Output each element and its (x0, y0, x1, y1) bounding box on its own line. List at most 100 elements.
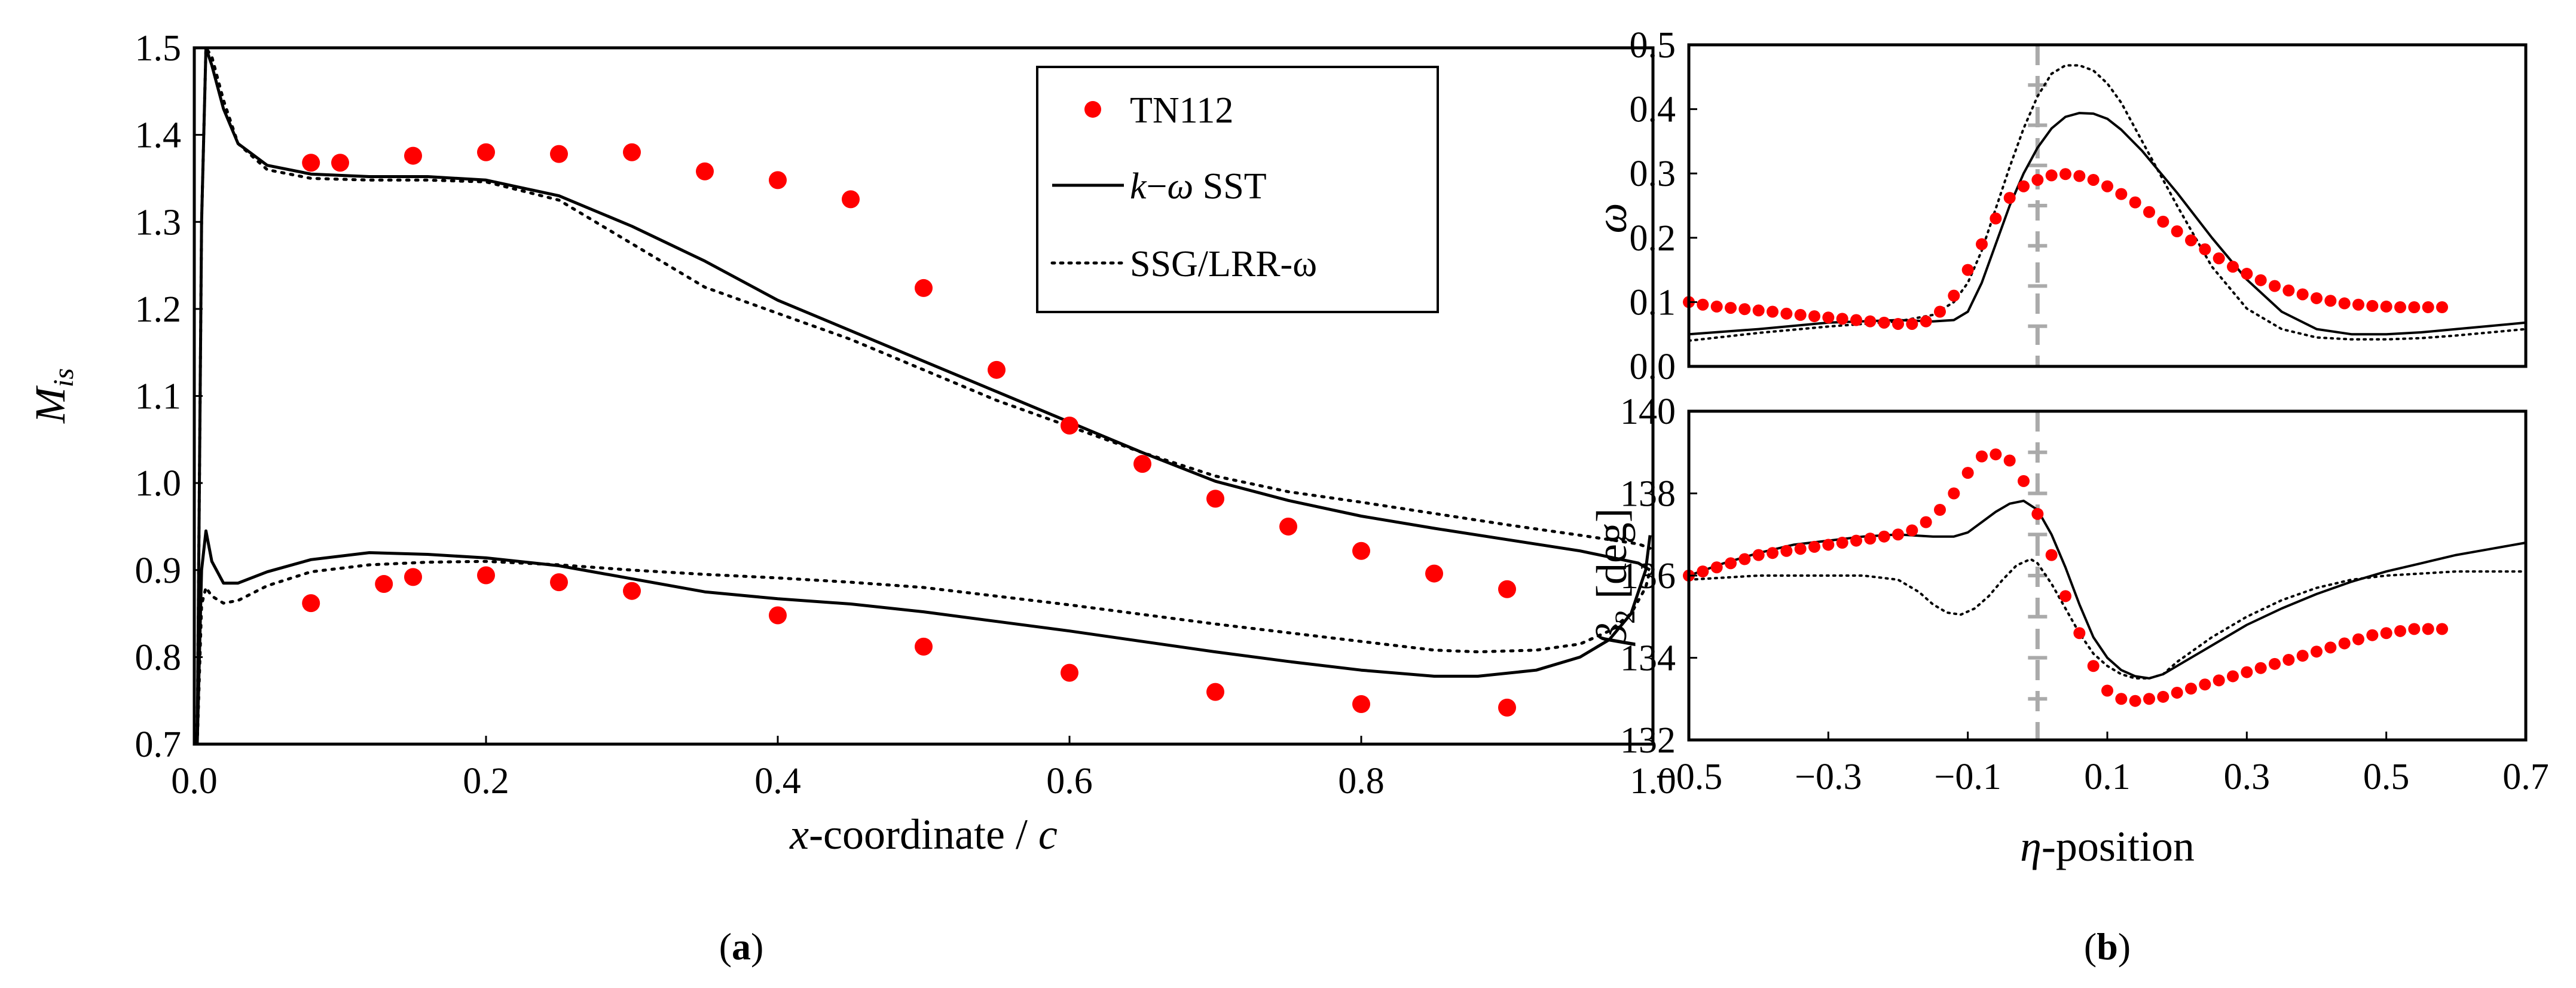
series-line-k-omega-sst-upper (195, 46, 1651, 745)
panel-b-top-y-axis-title: ω (1588, 203, 1636, 234)
data-point-tn112 (2143, 206, 2155, 218)
data-point-tn112 (1752, 304, 1765, 317)
y-tick-label: 1.5 (135, 28, 182, 69)
panel-b-top-ylabel: ω (1588, 203, 1636, 234)
data-point-tn112 (1892, 317, 1904, 330)
data-point-tn112 (1920, 315, 1932, 328)
panel-b-top-chart: 0.0 0.1 0.2 0.3 0.4 0.5 ω (1588, 25, 2528, 387)
panel-b-bottom-ylabel-main: β (1588, 624, 1636, 647)
data-point-tn112 (2408, 301, 2421, 314)
x-tick-label: 0.5 (2363, 757, 2410, 797)
data-point-tn112 (1710, 300, 1723, 313)
panel-a-xlabel-var: x (789, 810, 809, 858)
data-point-tn112 (2408, 623, 2421, 635)
panel-b-bottom-y-axis-title: β2 [deg] (1588, 508, 1641, 647)
panel-a-label: (a) (719, 925, 764, 968)
panel-b-xlabel-var: η (2020, 822, 2042, 870)
data-point-tn112 (1878, 316, 1890, 329)
y-tick-label: 140 (1620, 391, 1676, 432)
data-point-tn112 (2422, 623, 2434, 635)
data-point-tn112 (1850, 314, 1862, 326)
data-point-tn112 (2352, 298, 2364, 311)
y-tick-label: 136 (1620, 556, 1676, 597)
data-point-tn112 (1725, 557, 1737, 570)
x-tick-label: −0.5 (1655, 757, 1722, 797)
data-point-tn112 (1061, 417, 1078, 435)
panel-a-series-lines (195, 46, 1652, 746)
data-point-tn112 (1976, 450, 1988, 463)
data-point-tn112 (1206, 683, 1224, 701)
data-point-tn112 (2227, 261, 2239, 273)
data-point-tn112 (2213, 674, 2225, 687)
panel-b-bottom-series-markers (1683, 448, 2448, 707)
data-point-tn112 (404, 146, 422, 165)
data-point-tn112 (2171, 686, 2183, 699)
data-point-tn112 (2073, 627, 2086, 640)
x-tick-label: 0.0 (171, 761, 218, 802)
data-point-tn112 (2338, 297, 2351, 310)
data-point-tn112 (988, 360, 1006, 379)
panel-b-x-axis-title: η-position (2020, 822, 2195, 870)
data-point-tn112 (1822, 539, 1835, 551)
data-point-tn112 (2059, 590, 2071, 602)
data-point-tn112 (404, 568, 422, 586)
data-point-tn112 (1822, 311, 1835, 324)
series-line-k-omega-sst (1688, 112, 2526, 336)
data-point-tn112 (2018, 180, 2030, 192)
data-point-tn112 (2157, 690, 2169, 703)
y-tick-label: 1.1 (135, 377, 182, 417)
y-tick-label: 0.3 (1630, 154, 1676, 194)
panel-b-label: (b) (2084, 925, 2131, 968)
data-point-tn112 (2018, 475, 2030, 487)
data-point-tn112 (2282, 285, 2295, 297)
x-tick-label: 0.3 (2224, 757, 2271, 797)
data-point-tn112 (1498, 580, 1516, 598)
data-point-tn112 (1767, 547, 1779, 559)
data-point-tn112 (2241, 268, 2253, 280)
data-point-tn112 (2129, 695, 2141, 707)
data-point-tn112 (2115, 188, 2128, 200)
data-point-tn112 (2254, 662, 2267, 674)
data-point-tn112 (1864, 315, 1877, 328)
legend-box (1036, 66, 1439, 313)
legend-label-tn112: TN112 (1130, 90, 1233, 131)
data-point-tn112 (1850, 534, 1862, 547)
data-point-tn112 (2324, 641, 2337, 654)
data-point-tn112 (2296, 288, 2309, 301)
data-point-tn112 (1767, 305, 1779, 318)
data-point-tn112 (2115, 693, 2128, 705)
data-point-tn112 (1279, 517, 1297, 536)
data-point-tn112 (2199, 243, 2211, 256)
x-tick-label: 0.8 (1338, 761, 1385, 802)
y-tick-label: 0.0 (1630, 347, 1676, 387)
data-point-tn112 (2241, 666, 2253, 678)
data-point-tn112 (2129, 196, 2141, 209)
data-point-tn112 (2366, 299, 2379, 312)
data-point-tn112 (915, 279, 933, 297)
y-tick-label: 0.9 (135, 550, 182, 591)
panel-b-top-vline (2028, 45, 2048, 366)
data-point-tn112 (1752, 549, 1765, 561)
panel-a-legend: TN112 k−ω SST SSG/LRR-ω (1036, 66, 1439, 313)
data-point-tn112 (2394, 301, 2406, 314)
data-point-tn112 (2059, 168, 2071, 181)
y-tick-label: 0.5 (1630, 25, 1676, 66)
panel-a-series-markers (302, 143, 1516, 717)
data-point-tn112 (1864, 533, 1877, 545)
data-point-tn112 (2101, 684, 2113, 697)
legend-sst-omega: ω (1168, 166, 1194, 207)
x-tick-label: 0.4 (754, 761, 801, 802)
data-point-tn112 (696, 162, 714, 181)
legend-label-ssg: SSG/LRR-ω (1130, 244, 1317, 285)
y-tick-label: 1.3 (135, 202, 182, 243)
panel-a-chart: 0.7 0.8 0.9 1.0 1.1 1.2 1.3 1.4 1.5 0.0 0.2 0.4 0.6 0… (26, 28, 1676, 968)
data-point-tn112 (2380, 627, 2392, 640)
panel-a-x-axis-title: x-coordinate / c (789, 810, 1058, 858)
data-point-tn112 (1794, 308, 1807, 321)
panel-a-xlabel-c: c (1038, 810, 1058, 858)
y-tick-label: 1.4 (135, 115, 182, 156)
data-point-tn112 (2143, 693, 2155, 705)
data-point-tn112 (2171, 225, 2183, 238)
